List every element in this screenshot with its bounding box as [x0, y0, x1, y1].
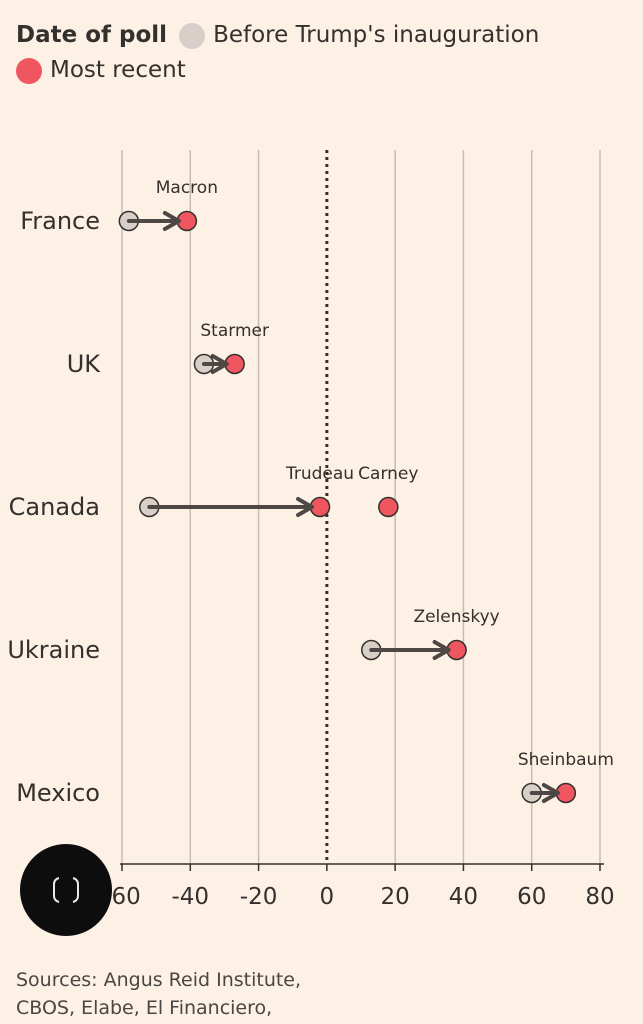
legend-before-label: Before Trump's inauguration — [213, 22, 540, 48]
point-label: Zelenskyy — [413, 607, 499, 627]
x-tick-label: -20 — [240, 884, 278, 910]
category-label: UK — [67, 350, 102, 378]
chat-icon — [53, 876, 79, 904]
legend-before-swatch — [179, 22, 206, 49]
x-axis — [120, 863, 604, 871]
legend-title: Date of poll — [16, 22, 168, 48]
category-label: Mexico — [16, 779, 100, 807]
x-tick-label: 60 — [517, 884, 546, 910]
point-label: Macron — [156, 178, 218, 198]
x-tick-label: -40 — [171, 884, 209, 910]
category-label: Canada — [9, 493, 100, 521]
category-labels: France UK Canada Ukraine Mexico — [7, 207, 101, 807]
change-arrow-head — [541, 783, 560, 803]
chart: France UK Canada Ukraine Mexico Macron Starme… — [7, 150, 615, 910]
sources-line-1: Sources: Angus Reid Institute, — [16, 969, 302, 991]
point-label: Trudeau — [285, 464, 354, 484]
legend-row-2: Most recent — [16, 53, 539, 88]
legend-recent-label: Most recent — [50, 57, 186, 83]
x-tick-label: 40 — [449, 884, 478, 910]
tick-labels: -60 -40 -20 0 20 40 60 80 — [103, 884, 614, 910]
extra-recent-point — [378, 496, 399, 518]
legend-recent-swatch — [16, 57, 42, 84]
change-arrow-head — [296, 497, 315, 517]
category-label: Ukraine — [7, 636, 100, 664]
change-arrow-head — [432, 640, 451, 660]
sources-line-2: CBOS, Elabe, El Financiero, — [16, 997, 273, 1019]
extra-point-label: Carney — [358, 464, 418, 484]
legend-row-1: Date of poll Before Trump's inauguration — [16, 18, 539, 53]
legend: Date of poll Before Trump's inauguration… — [16, 18, 539, 88]
point-label: Starmer — [200, 321, 269, 341]
change-arrow-head — [210, 354, 229, 374]
data-marks: Macron Starmer Trudeau Zelenskyy Sheinbaum Ca… — [118, 178, 614, 804]
point-label: Sheinbaum — [518, 750, 614, 770]
chat-button[interactable] — [20, 844, 112, 936]
x-tick-label: 0 — [320, 884, 335, 910]
x-tick-label: 80 — [585, 884, 614, 910]
sources-note: Sources: Angus Reid Institute, CBOS, Ela… — [16, 966, 301, 1022]
category-label: France — [20, 207, 100, 235]
x-tick-label: 20 — [381, 884, 410, 910]
change-arrow-head — [162, 211, 181, 231]
